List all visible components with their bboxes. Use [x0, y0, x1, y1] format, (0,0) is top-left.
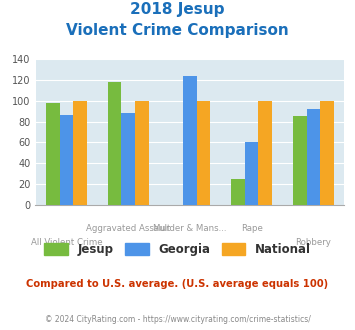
Bar [121, 113, 135, 205]
Text: Rape: Rape [241, 224, 263, 233]
Text: All Violent Crime: All Violent Crime [31, 238, 102, 247]
Text: Aggravated Assault: Aggravated Assault [86, 224, 170, 233]
Text: © 2024 CityRating.com - https://www.cityrating.com/crime-statistics/: © 2024 CityRating.com - https://www.city… [45, 315, 310, 324]
Text: 2018 Jesup: 2018 Jesup [130, 2, 225, 16]
Text: Violent Crime Comparison: Violent Crime Comparison [66, 23, 289, 38]
Text: Robbery: Robbery [295, 238, 332, 247]
Bar [231, 179, 245, 205]
Bar [258, 101, 272, 205]
Bar [307, 109, 320, 205]
Bar [293, 116, 307, 205]
Bar [46, 103, 60, 205]
Bar [108, 82, 121, 205]
Bar [60, 115, 73, 205]
Bar [245, 142, 258, 205]
Bar [320, 101, 334, 205]
Text: Murder & Mans...: Murder & Mans... [153, 224, 227, 233]
Bar [197, 101, 210, 205]
Bar [73, 101, 87, 205]
Bar [183, 76, 197, 205]
Legend: Jesup, Georgia, National: Jesup, Georgia, National [38, 237, 317, 262]
Bar [135, 101, 148, 205]
Text: Compared to U.S. average. (U.S. average equals 100): Compared to U.S. average. (U.S. average … [26, 279, 329, 289]
